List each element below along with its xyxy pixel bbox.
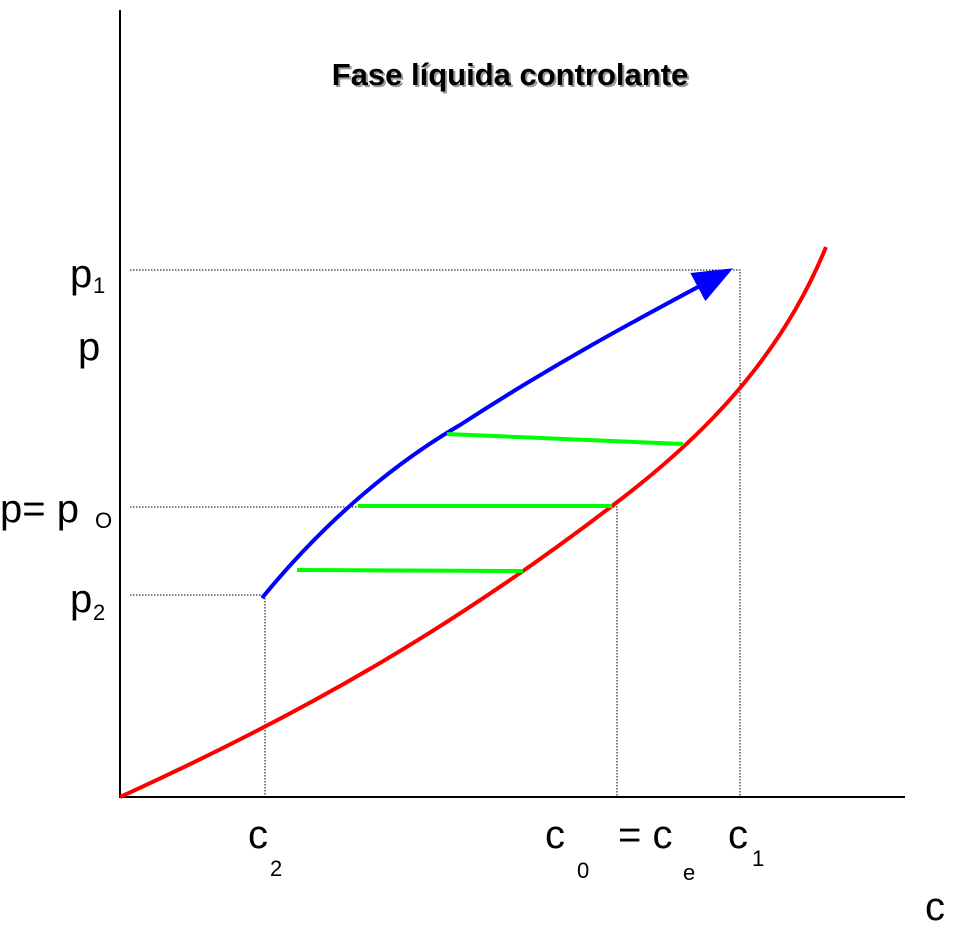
x-label: c — [545, 813, 565, 857]
y-label: p — [70, 252, 92, 296]
x-label-sub: 0 — [577, 858, 589, 883]
y-label: p= p — [0, 487, 79, 531]
axis-label: c — [925, 885, 945, 929]
x-label: = c — [618, 813, 672, 857]
x-label: c — [248, 813, 268, 857]
y-label-sub: 2 — [93, 600, 105, 625]
x-label-sub: 2 — [270, 856, 282, 881]
x-label: c — [728, 813, 748, 857]
operating-curve — [260, 268, 734, 600]
x-label-sub: 1 — [752, 846, 764, 871]
y-label: p — [78, 325, 100, 369]
y-label: p — [70, 577, 92, 621]
guides — [130, 269, 741, 797]
title: Fase líquida controlante — [332, 57, 689, 92]
title-shadow: Fase líquida controlante — [334, 59, 691, 94]
y-label-sub: O — [95, 508, 112, 533]
equilibrium-curve — [119, 246, 828, 799]
y-label-sub: 1 — [93, 273, 105, 298]
x-label-sub: e — [683, 860, 695, 885]
tie-lines — [296, 432, 684, 573]
